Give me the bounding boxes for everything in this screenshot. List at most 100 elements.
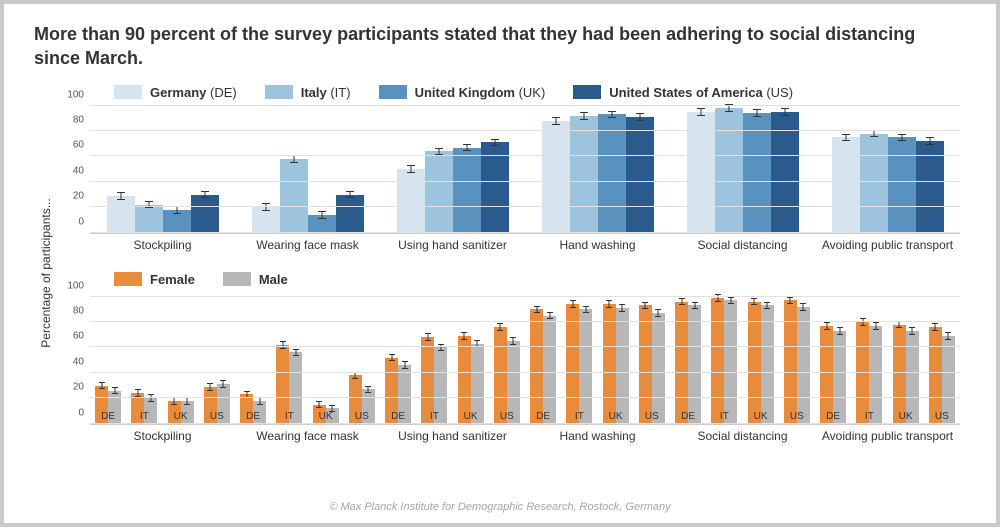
country-label: US xyxy=(355,411,369,422)
bar-de xyxy=(542,121,570,233)
grid-line xyxy=(90,105,960,106)
bar-it-male xyxy=(869,326,882,424)
subgroup-us: US xyxy=(924,327,960,424)
bar-group: DEITUKUS xyxy=(525,297,670,424)
bar xyxy=(820,326,833,424)
bar xyxy=(860,134,888,233)
bar xyxy=(135,205,163,233)
subgroup-it: IT xyxy=(706,298,742,424)
bar-uk xyxy=(308,215,336,233)
bar-de-male xyxy=(543,316,556,424)
bar-group: DEITUKUS xyxy=(90,297,235,424)
lower-plot-area: DEITUKUSDEITUKUSDEITUKUSDEITUKUSDEITUKUS… xyxy=(90,297,960,425)
subgroup-us: US xyxy=(634,305,670,423)
country-label: UK xyxy=(319,411,333,422)
upper-groups xyxy=(90,106,960,233)
y-tick-label: 80 xyxy=(73,306,90,317)
bar-uk-female xyxy=(893,325,906,424)
x-axis-label: Using hand sanitizer xyxy=(380,425,525,447)
bar xyxy=(652,313,665,423)
legend-gender: FemaleMale xyxy=(50,272,966,287)
subgroup-uk: UK xyxy=(453,336,489,424)
grid-line xyxy=(90,346,960,347)
country-label: UK xyxy=(609,411,623,422)
x-axis-label: Social distancing xyxy=(670,425,815,447)
country-label: US xyxy=(935,411,949,422)
legend-swatch xyxy=(379,85,407,99)
bar xyxy=(748,302,761,424)
grid-line xyxy=(90,423,960,424)
x-axis-label: Wearing face mask xyxy=(235,234,380,256)
country-label: DE xyxy=(826,411,840,422)
bar xyxy=(453,148,481,233)
upper-chart-row: 020406080100 StockpilingWearing face mas… xyxy=(50,106,966,256)
bar xyxy=(579,309,592,423)
legend-swatch xyxy=(265,85,293,99)
x-axis-label: Stockpiling xyxy=(90,234,235,256)
subgroup-us: US xyxy=(489,327,525,424)
bar-group: DEITUKUS xyxy=(235,297,380,424)
subgroup-de: DE xyxy=(815,326,851,424)
bar-uk-female xyxy=(748,302,761,424)
lower-groups: DEITUKUSDEITUKUSDEITUKUSDEITUKUSDEITUKUS… xyxy=(90,297,960,424)
legend-label: Germany (DE) xyxy=(150,85,237,100)
country-label: DE xyxy=(681,411,695,422)
bar-de-female xyxy=(530,309,543,423)
grid-line xyxy=(90,397,960,398)
country-label: IT xyxy=(720,411,729,422)
bar xyxy=(494,327,507,424)
bar xyxy=(397,169,425,233)
subgroup-it: IT xyxy=(271,345,307,424)
bar xyxy=(675,302,688,424)
y-tick-label: 20 xyxy=(73,382,90,393)
bar-uk xyxy=(163,210,191,233)
bar-group xyxy=(90,106,235,233)
bar-us-male xyxy=(652,313,665,423)
country-label: IT xyxy=(575,411,584,422)
legend-item-female: Female xyxy=(114,272,195,287)
subgroup-uk: UK xyxy=(598,304,634,423)
legend-label: United Kingdom (UK) xyxy=(415,85,546,100)
bar-it-female xyxy=(711,298,724,424)
y-tick-label: 60 xyxy=(73,331,90,342)
bar xyxy=(832,137,860,232)
bar xyxy=(784,300,797,423)
country-label: DE xyxy=(391,411,405,422)
grid-line xyxy=(90,130,960,131)
subgroup-de: DE xyxy=(90,386,126,424)
upper-plot: 020406080100 StockpilingWearing face mas… xyxy=(50,106,960,256)
country-label: US xyxy=(790,411,804,422)
bar xyxy=(715,108,743,232)
bar xyxy=(163,210,191,233)
y-tick-label: 80 xyxy=(73,115,90,126)
upper-plot-area: 020406080100 xyxy=(90,106,960,234)
chart-frame: { "title": "More than 90 percent of the … xyxy=(0,0,1000,527)
legend-item-it: Italy (IT) xyxy=(265,85,351,100)
x-axis-label: Using hand sanitizer xyxy=(380,234,525,256)
x-axis-label: Stockpiling xyxy=(90,425,235,447)
bar xyxy=(616,308,629,424)
subgroup-it: IT xyxy=(851,322,887,424)
bar-de xyxy=(397,169,425,233)
charts-block: Percentage of participants... Germany (D… xyxy=(34,85,966,447)
grid-line xyxy=(90,206,960,207)
bar xyxy=(308,215,336,233)
grid-line xyxy=(90,372,960,373)
y-tick-label: 0 xyxy=(78,407,90,418)
y-tick-label: 100 xyxy=(67,89,90,100)
bar xyxy=(280,159,308,233)
bar-us-female xyxy=(929,327,942,424)
country-label: UK xyxy=(174,411,188,422)
legend-item-uk: United Kingdom (UK) xyxy=(379,85,546,100)
bar-us xyxy=(191,195,219,233)
subgroup-de: DE xyxy=(380,358,416,424)
bar-de xyxy=(832,137,860,232)
subgroup-us: US xyxy=(344,375,380,423)
x-axis-label: Avoiding public transport xyxy=(815,234,960,256)
bar-uk xyxy=(888,137,916,232)
bar xyxy=(724,300,737,423)
subgroup-it: IT xyxy=(561,304,597,423)
bar-it-male xyxy=(579,309,592,423)
bar-uk-female xyxy=(603,304,616,423)
x-axis-label: Social distancing xyxy=(670,234,815,256)
